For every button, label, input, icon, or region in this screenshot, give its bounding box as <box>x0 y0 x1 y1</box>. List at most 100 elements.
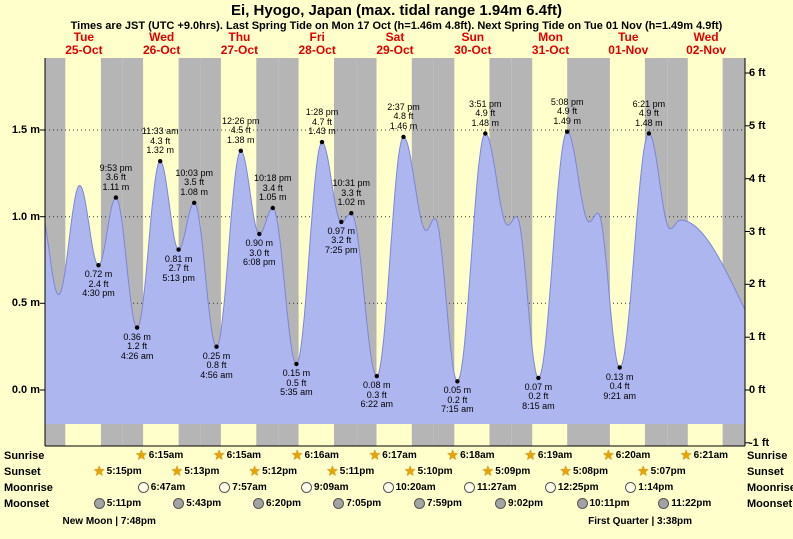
moonset-icon <box>333 498 344 509</box>
moonset-icon <box>414 498 425 509</box>
y-axis-label-m: 1.0 m <box>0 211 40 223</box>
y-axis-label-ft: 2 ft <box>749 278 766 290</box>
moonset-event-time: 5:43pm <box>186 498 221 509</box>
moonset-event: 11:22pm <box>658 497 711 510</box>
sun-star-icon: ★ <box>483 466 494 477</box>
sun-star-icon: ★ <box>405 466 416 477</box>
moonset-icon <box>94 498 105 509</box>
sunset-event-time: 5:09pm <box>495 466 530 477</box>
high-tide-annotation: 1:28 pm4.7 ft1.43 m <box>306 108 339 137</box>
high-tide-annotation: 2:37 pm4.8 ft1.46 m <box>387 103 420 132</box>
moonrise-icon <box>625 482 636 493</box>
low-tide-annotation: 0.72 m2.4 ft4:30 pm <box>82 270 115 299</box>
high-tide-annotation: 9:53 pm3.6 ft1.11 m <box>100 164 133 193</box>
y-axis-label-ft: 3 ft <box>749 226 766 238</box>
moonrise-event: 1:14pm <box>625 481 673 494</box>
sunset-event-time: 5:08pm <box>573 466 608 477</box>
y-axis-label-ft: 4 ft <box>749 173 766 185</box>
sunrise-event-time: 6:15am <box>149 450 183 461</box>
moonset-event-time: 5:11pm <box>107 498 141 509</box>
low-tide-annotation: 0.05 m0.2 ft7:15 am <box>441 386 474 415</box>
sunrise-event-time: 6:18am <box>460 450 494 461</box>
sunset-event: ★5:10pm <box>405 465 453 478</box>
moonset-icon <box>658 498 669 509</box>
high-tide-annotation: 5:08 pm4.9 ft1.49 m <box>551 98 584 127</box>
moonrise-event-time: 12:25pm <box>558 482 599 493</box>
day-header: Wed02-Nov <box>686 31 726 57</box>
sun-star-icon: ★ <box>327 466 338 477</box>
sunrise-event: ★6:21am <box>681 449 728 462</box>
moonset-icon <box>173 498 184 509</box>
sunset-event-time: 5:07pm <box>651 466 686 477</box>
y-axis-label-m: 0.0 m <box>0 384 40 396</box>
moonset-icon <box>495 498 506 509</box>
y-axis-label-ft: -1 ft <box>749 437 769 449</box>
sunset-event-time: 5:12pm <box>262 466 297 477</box>
sun-star-icon: ★ <box>638 466 649 477</box>
first-quarter-note: First Quarter | 3:38pm <box>588 516 692 527</box>
sunset-event: ★5:07pm <box>638 465 686 478</box>
moonset-event: 9:02pm <box>495 497 543 510</box>
moonset-event-time: 7:05pm <box>346 498 381 509</box>
moonset-event: 7:05pm <box>333 497 381 510</box>
moonrise-row-label-right: Moonrise <box>747 482 793 494</box>
day-header: Sun30-Oct <box>454 31 491 57</box>
sun-star-icon: ★ <box>214 450 225 461</box>
sunrise-event: ★6:17am <box>370 449 417 462</box>
low-tide-annotation: 0.13 m0.4 ft9:21 am <box>603 373 636 402</box>
day-header: Fri28-Oct <box>299 31 336 57</box>
day-header: Tue25-Oct <box>65 31 102 57</box>
moonset-event: 6:20pm <box>253 497 301 510</box>
moonrise-event: 7:57am <box>219 481 266 494</box>
sunset-event: ★5:12pm <box>249 465 297 478</box>
moonset-row-label-right: Moonset <box>747 498 792 510</box>
sun-star-icon: ★ <box>249 466 260 477</box>
high-tide-annotation: 10:03 pm3.5 ft1.08 m <box>175 169 213 198</box>
sunset-event: ★5:13pm <box>172 465 220 478</box>
sun-star-icon: ★ <box>447 450 458 461</box>
moonrise-icon <box>464 482 475 493</box>
sunset-event: ★5:15pm <box>94 465 142 478</box>
sunset-event-time: 5:13pm <box>184 466 219 477</box>
moonrise-event-time: 10:20am <box>396 482 436 493</box>
sunset-event: ★5:08pm <box>560 465 608 478</box>
high-tide-annotation: 11:33 am4.3 ft1.32 m <box>142 127 179 156</box>
day-header: Sat29-Oct <box>376 31 413 57</box>
sunset-row-label-right: Sunset <box>747 466 784 478</box>
moonrise-icon <box>219 482 230 493</box>
sunrise-row-label-left: Sunrise <box>4 450 44 462</box>
moonrise-event-time: 1:14pm <box>638 482 673 493</box>
moonrise-event: 11:27am <box>464 481 516 494</box>
sunrise-event-time: 6:19am <box>538 450 572 461</box>
moonrise-event: 6:47am <box>138 481 185 494</box>
sunrise-event-time: 6:20am <box>616 450 650 461</box>
low-tide-annotation: 0.97 m3.2 ft7:25 pm <box>325 227 358 256</box>
sunset-event-time: 5:10pm <box>418 466 453 477</box>
sunrise-event: ★6:15am <box>214 449 261 462</box>
moonrise-icon <box>545 482 556 493</box>
sunset-event: ★5:11pm <box>327 465 374 478</box>
moonrise-row-label-left: Moonrise <box>4 482 53 494</box>
sun-star-icon: ★ <box>603 450 614 461</box>
high-tide-annotation: 6:21 pm4.9 ft1.48 m <box>633 100 666 129</box>
sunrise-event-time: 6:21am <box>694 450 728 461</box>
sun-star-icon: ★ <box>172 466 183 477</box>
sunset-event: ★5:09pm <box>483 465 531 478</box>
moonset-event: 10:11pm <box>577 497 630 510</box>
sunrise-event: ★6:16am <box>292 449 339 462</box>
low-tide-annotation: 0.08 m0.3 ft6:22 am <box>361 381 394 410</box>
low-tide-annotation: 0.07 m0.2 ft8:15 am <box>522 383 555 412</box>
moonset-row-label-left: Moonset <box>4 498 49 510</box>
sun-star-icon: ★ <box>560 466 571 477</box>
sun-star-icon: ★ <box>292 450 303 461</box>
sunrise-event-time: 6:16am <box>304 450 338 461</box>
low-tide-annotation: 0.90 m3.0 ft6:08 pm <box>243 239 276 268</box>
moonset-event-time: 11:22pm <box>671 498 711 509</box>
sunrise-event-time: 6:17am <box>382 450 416 461</box>
moonset-event: 5:11pm <box>94 497 141 510</box>
moonrise-event: 12:25pm <box>545 481 599 494</box>
moonset-event-time: 7:59pm <box>427 498 462 509</box>
moonset-icon <box>253 498 264 509</box>
sunrise-event: ★6:18am <box>447 449 494 462</box>
sunrise-event-time: 6:15am <box>227 450 261 461</box>
